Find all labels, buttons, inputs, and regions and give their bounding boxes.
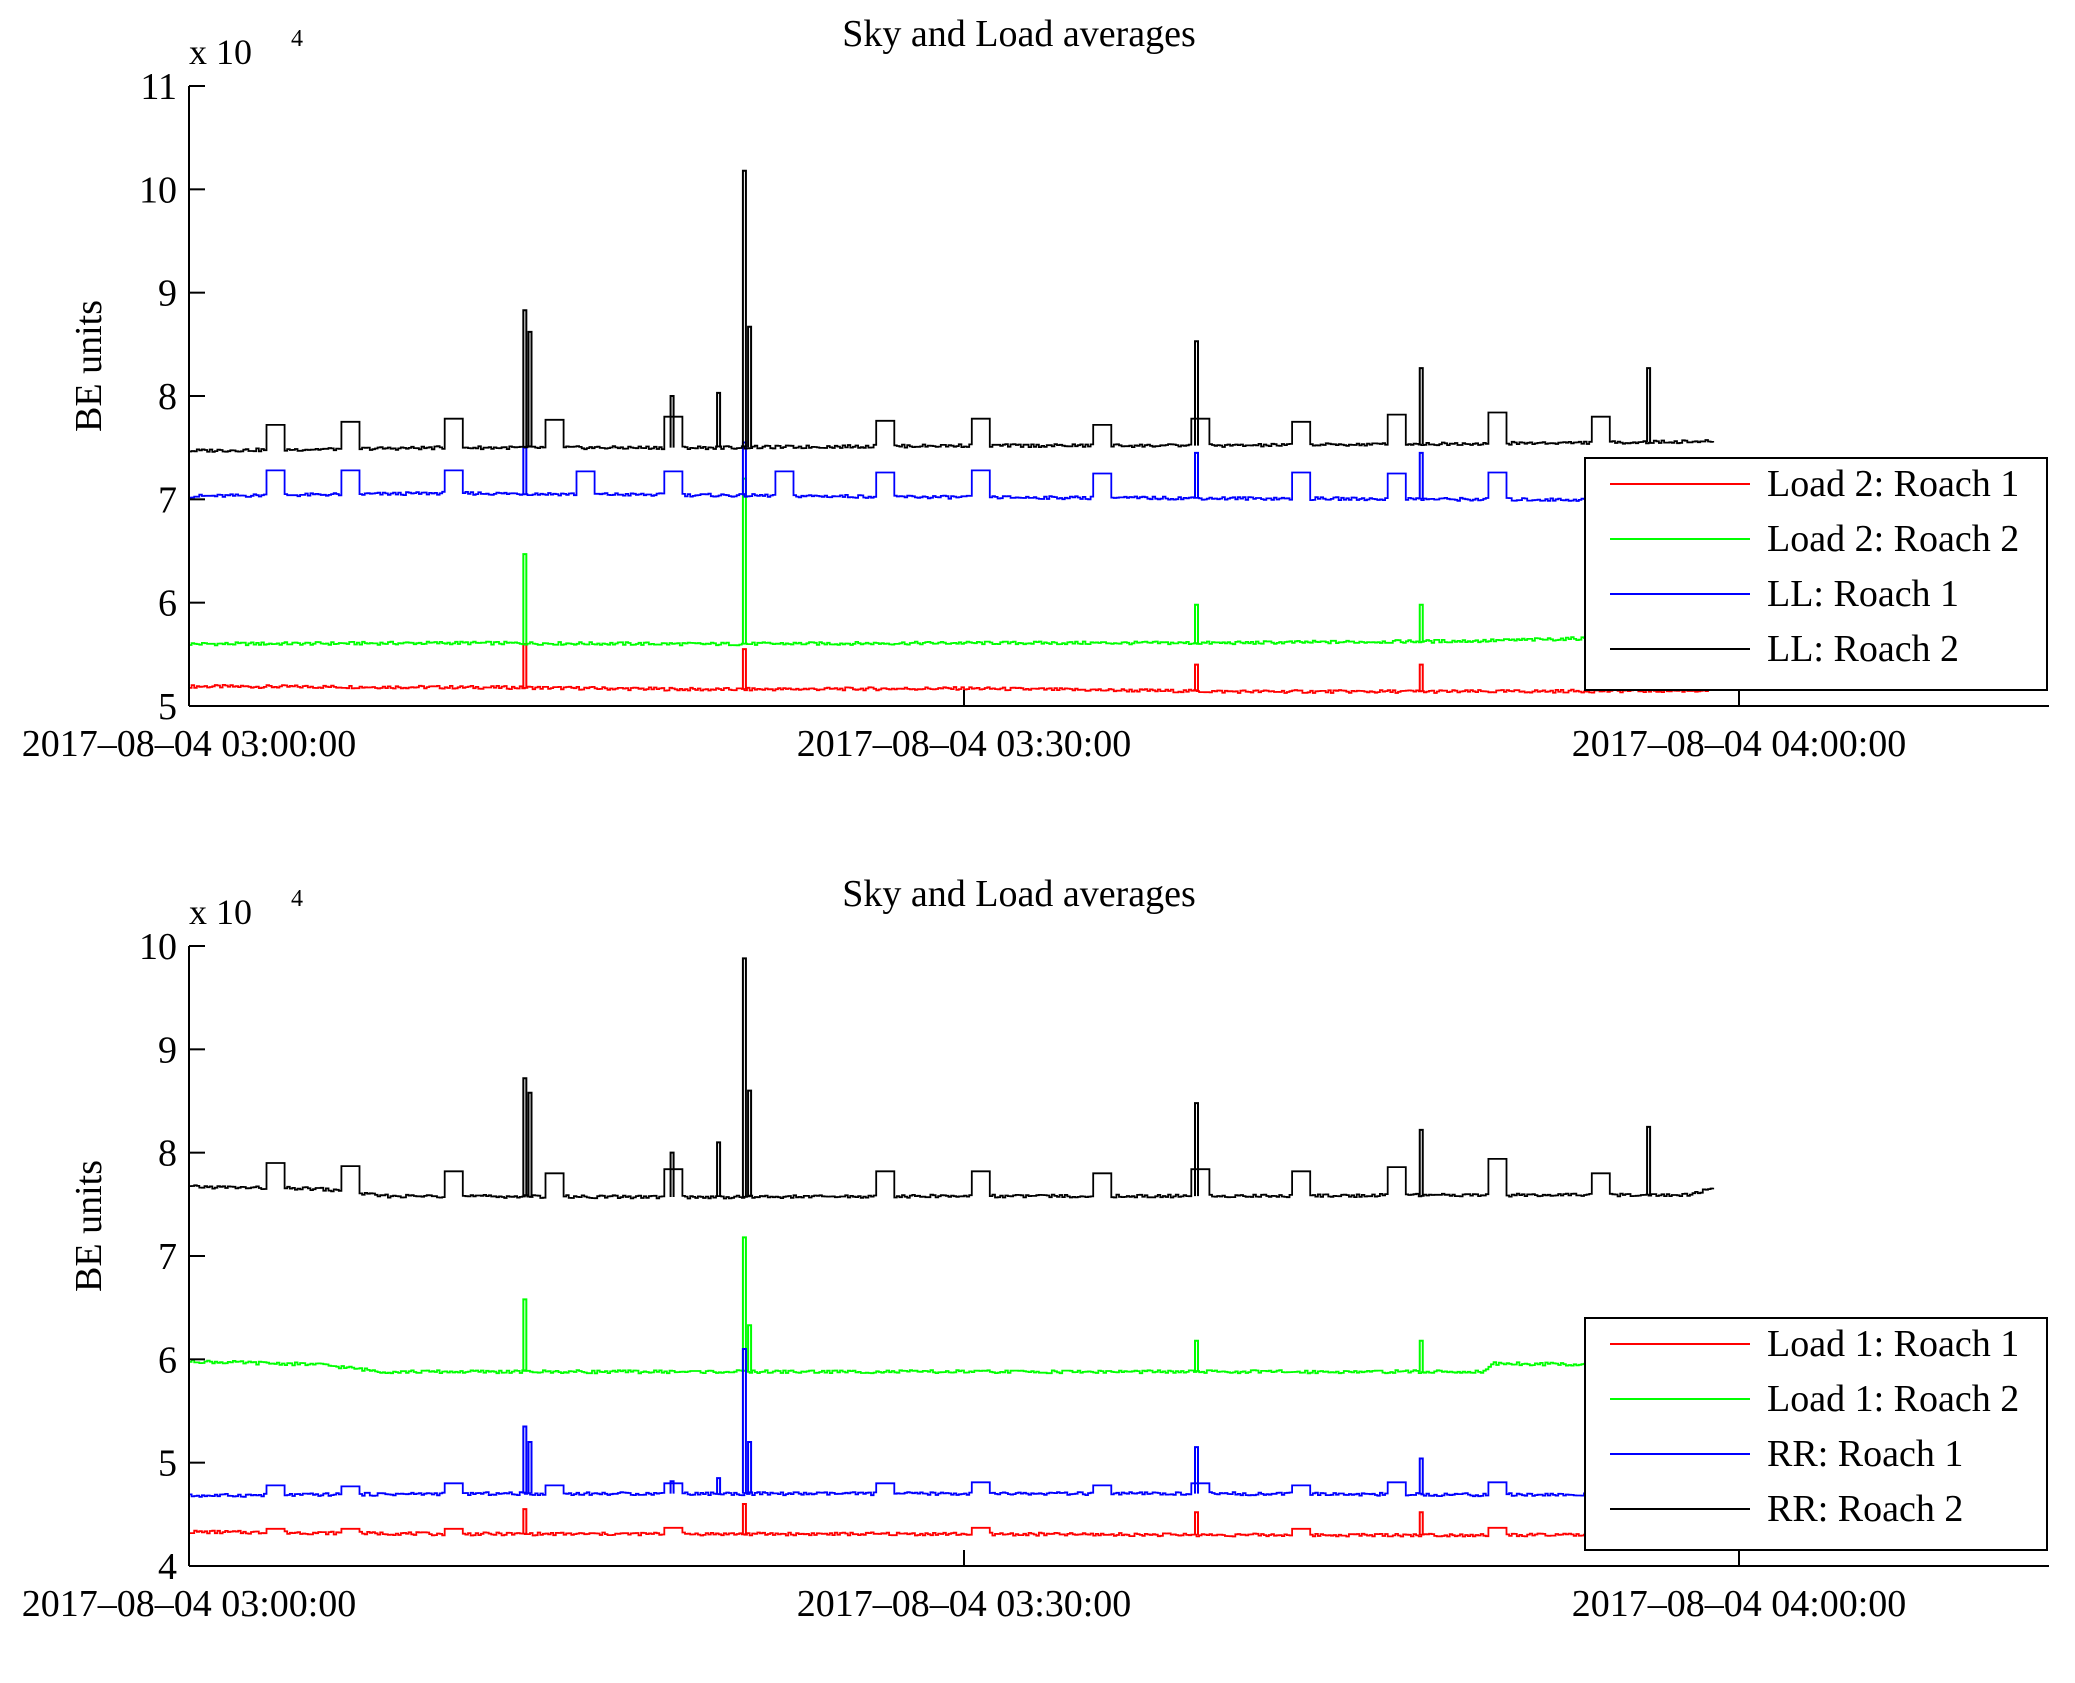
series-spike	[1646, 367, 1652, 443]
series-spike	[522, 1425, 528, 1494]
series-spike	[741, 441, 747, 496]
y-tick-label: 5	[158, 686, 177, 728]
series-spike	[1194, 1339, 1199, 1372]
x-tick-label: 2017–08–04 04:00:00	[1572, 723, 1907, 765]
series-line	[189, 635, 1715, 647]
series-spike	[1418, 1457, 1424, 1495]
series-group	[189, 169, 1715, 694]
legend: Load 2: Roach 1 Load 2: Roach 2 LL: Roach …	[1584, 457, 2048, 691]
series-spike	[747, 1089, 753, 1197]
series-spike	[1194, 603, 1199, 643]
legend-label: LL: Roach 2	[1767, 628, 1959, 670]
legend-label: Load 1: Roach 2	[1767, 1378, 2019, 1420]
legend-label: RR: Roach 2	[1767, 1488, 1963, 1530]
x-tick-label: 2017–08–04 03:00:00	[22, 1583, 357, 1625]
series-spike	[527, 1091, 533, 1197]
legend-box	[1584, 1317, 2048, 1551]
series-spike	[741, 477, 747, 644]
chart-panel-bottom: Sky and Load averages x 10 4 BE units 4 5 6 7 8 9…	[22, 873, 2049, 1625]
x-tick-label: 2017–08–04 03:00:00	[22, 723, 357, 765]
series-spike	[741, 1348, 747, 1494]
series-spike	[1418, 603, 1424, 642]
y-tick-label: 7	[158, 1236, 177, 1278]
series-line	[189, 1158, 1715, 1200]
x-tick-label: 2017–08–04 03:30:00	[797, 723, 1132, 765]
series-line	[189, 1526, 1715, 1538]
chart-title: Sky and Load averages	[842, 873, 1196, 915]
series-spike	[741, 648, 747, 690]
series-line	[189, 1481, 1715, 1498]
series-spike	[522, 309, 528, 448]
y-tick-label: 8	[158, 376, 177, 418]
series-spike	[669, 1151, 675, 1197]
series-spike	[716, 1477, 722, 1494]
series-spike	[1646, 1125, 1652, 1196]
chart-title: Sky and Load averages	[842, 13, 1196, 55]
series-spike	[1418, 1511, 1424, 1535]
y-tick-label: 4	[158, 1546, 177, 1588]
x-tick-label: 2017–08–04 04:00:00	[1572, 1583, 1907, 1625]
chart-panel-top: Sky and Load averages x 10 4 BE units 5 6 7 8 9 1…	[22, 13, 2049, 765]
y-tick-label: 7	[158, 479, 177, 521]
series-spike	[741, 169, 747, 448]
legend: Load 1: Roach 1 Load 1: Roach 2 RR: Roach …	[1584, 1317, 2048, 1551]
y-tick-label: 10	[139, 169, 177, 211]
y-tick-label: 9	[158, 1029, 177, 1071]
series-spike	[1418, 663, 1424, 692]
legend-label: Load 2: Roach 1	[1767, 463, 2019, 505]
series-spike	[1194, 451, 1199, 499]
series-spike	[1418, 1339, 1424, 1372]
legend-box	[1584, 457, 2048, 691]
series-spike	[747, 325, 753, 448]
series-line	[189, 411, 1715, 453]
series-spike	[1194, 1446, 1199, 1494]
series-spike	[1194, 1102, 1199, 1197]
y-tick-label: 5	[158, 1443, 177, 1485]
series-spike	[747, 1441, 753, 1494]
legend-label: LL: Roach 1	[1767, 573, 1959, 615]
y-tick-label: 8	[158, 1133, 177, 1175]
y-axis-label: BE units	[68, 1160, 110, 1292]
series-spike	[522, 553, 528, 644]
series-spike	[669, 1480, 675, 1494]
series-spike	[1418, 1128, 1424, 1196]
y-tick-label: 6	[158, 583, 177, 625]
y-multiplier-exponent: 4	[291, 26, 303, 52]
legend-label: Load 2: Roach 2	[1767, 518, 2019, 560]
series-spike	[527, 1441, 533, 1494]
y-tick-label: 6	[158, 1339, 177, 1381]
y-multiplier-label: x 10	[189, 32, 252, 72]
series-line	[189, 469, 1715, 503]
series-spike	[716, 391, 722, 448]
series-spike	[716, 1141, 722, 1198]
series-line	[189, 684, 1715, 694]
series-spike	[747, 1324, 753, 1372]
series-spike	[741, 957, 747, 1197]
series-spike	[522, 1298, 528, 1372]
y-axis-label: BE units	[68, 300, 110, 432]
y-multiplier-exponent: 4	[291, 886, 303, 912]
series-spike	[741, 1503, 747, 1534]
series-line	[189, 1359, 1715, 1375]
y-multiplier-label: x 10	[189, 892, 252, 932]
series-group	[189, 957, 1715, 1538]
legend-label: RR: Roach 1	[1767, 1433, 1963, 1475]
series-spike	[1194, 663, 1199, 692]
series-spike	[1194, 340, 1199, 446]
series-spike	[1418, 367, 1424, 445]
legend-label: Load 1: Roach 1	[1767, 1323, 2019, 1365]
series-spike	[1194, 1511, 1199, 1535]
y-tick-label: 9	[158, 273, 177, 315]
series-spike	[522, 1508, 528, 1534]
y-tick-label: 11	[140, 66, 177, 108]
series-spike	[1418, 451, 1424, 500]
y-tick-label: 10	[139, 926, 177, 968]
series-spike	[669, 395, 675, 448]
series-spike	[527, 330, 533, 448]
series-spike	[522, 1077, 528, 1197]
x-tick-label: 2017–08–04 03:30:00	[797, 1583, 1132, 1625]
series-spike	[741, 1236, 747, 1372]
